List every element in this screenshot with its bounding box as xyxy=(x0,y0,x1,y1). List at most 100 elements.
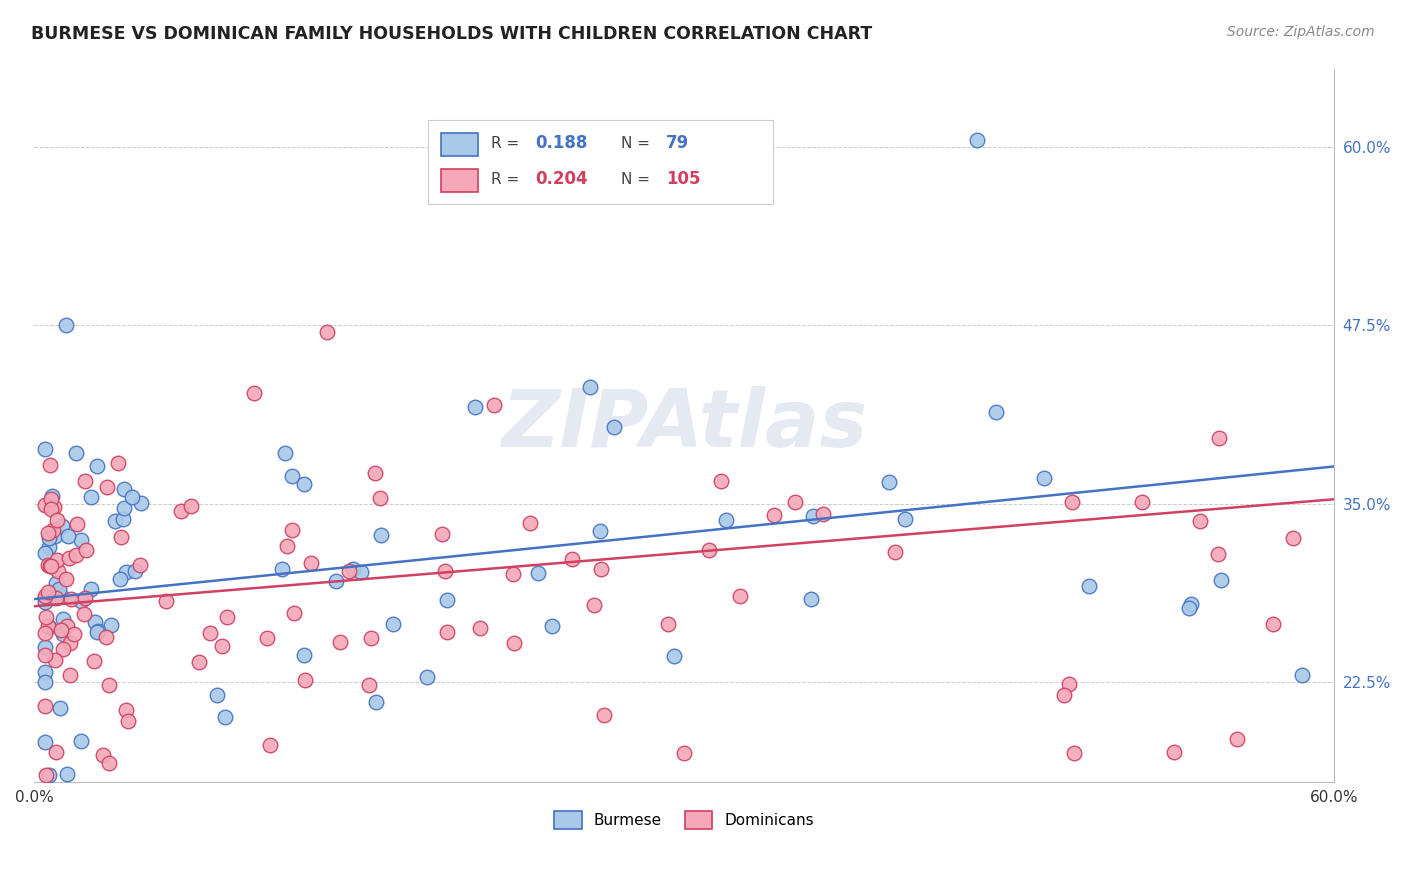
Point xyxy=(56,619,79,633)
Point xyxy=(124,565,146,579)
Point xyxy=(801,508,824,523)
Point xyxy=(350,566,373,580)
Point xyxy=(259,738,281,752)
Point xyxy=(115,702,138,716)
Point xyxy=(34,735,56,749)
Point xyxy=(482,398,505,412)
Point xyxy=(34,699,56,714)
Point xyxy=(55,572,77,586)
Point xyxy=(39,501,62,516)
Point xyxy=(603,419,626,434)
Point xyxy=(502,567,524,582)
Point xyxy=(45,591,67,606)
Point xyxy=(107,456,129,470)
Point xyxy=(315,326,337,340)
Point xyxy=(591,561,613,575)
Point xyxy=(65,446,87,460)
Point xyxy=(100,618,122,632)
Point xyxy=(34,665,56,680)
Point xyxy=(699,543,721,558)
Point xyxy=(592,707,614,722)
Point xyxy=(48,701,70,715)
Point xyxy=(44,653,66,667)
Point xyxy=(561,552,583,566)
Point xyxy=(716,513,738,527)
Point xyxy=(1209,573,1232,587)
Point xyxy=(44,500,66,514)
Point xyxy=(69,593,91,607)
Point xyxy=(37,585,59,599)
Text: 105: 105 xyxy=(666,170,700,188)
Point xyxy=(214,710,236,724)
Point xyxy=(877,475,900,489)
Point xyxy=(966,133,988,147)
Point xyxy=(96,630,118,644)
Point xyxy=(292,648,315,663)
Point xyxy=(299,556,322,570)
Point xyxy=(430,527,453,541)
Point xyxy=(37,525,59,540)
Point xyxy=(1130,494,1153,508)
Point xyxy=(83,655,105,669)
Point xyxy=(1261,617,1284,632)
Point xyxy=(80,490,103,504)
Point xyxy=(274,446,297,460)
Point xyxy=(70,533,93,547)
Point xyxy=(129,496,152,510)
Point xyxy=(294,673,316,687)
Point xyxy=(270,562,292,576)
Point xyxy=(65,548,87,562)
Point xyxy=(281,469,304,483)
Point xyxy=(34,767,56,781)
Point xyxy=(34,625,56,640)
Point xyxy=(41,523,63,537)
Point xyxy=(87,624,110,638)
Point xyxy=(783,495,806,509)
Point xyxy=(357,678,380,692)
Point xyxy=(364,695,387,709)
Point xyxy=(70,733,93,747)
Point xyxy=(97,756,120,770)
Point xyxy=(155,594,177,608)
Point xyxy=(59,668,82,682)
Point xyxy=(416,669,439,683)
Point xyxy=(984,405,1007,419)
FancyBboxPatch shape xyxy=(441,169,478,192)
Text: 0.188: 0.188 xyxy=(534,135,588,153)
Point xyxy=(46,564,69,578)
Point xyxy=(73,607,96,621)
Point xyxy=(46,553,69,567)
Point xyxy=(84,615,107,629)
Point xyxy=(180,499,202,513)
Point xyxy=(207,688,229,702)
Point xyxy=(52,627,75,641)
Point xyxy=(337,564,360,578)
Text: R =: R = xyxy=(491,136,523,151)
Point xyxy=(34,640,56,655)
Text: BURMESE VS DOMINICAN FAMILY HOUSEHOLDS WITH CHILDREN CORRELATION CHART: BURMESE VS DOMINICAN FAMILY HOUSEHOLDS W… xyxy=(31,25,872,43)
Point xyxy=(211,639,233,653)
Point xyxy=(200,626,222,640)
Point xyxy=(589,524,612,538)
Point xyxy=(1178,601,1201,615)
Point xyxy=(38,458,60,473)
Point xyxy=(710,474,733,488)
Point xyxy=(86,625,108,640)
Point xyxy=(436,593,458,607)
Point xyxy=(38,767,60,781)
Point xyxy=(368,491,391,505)
Point xyxy=(657,617,679,632)
Point xyxy=(1180,597,1202,611)
Point xyxy=(292,476,315,491)
Point xyxy=(35,610,58,624)
Point xyxy=(342,562,364,576)
Point xyxy=(283,606,305,620)
Point xyxy=(360,631,382,645)
Point xyxy=(38,620,60,634)
Point xyxy=(34,498,56,512)
Point xyxy=(578,380,600,394)
Point xyxy=(502,636,524,650)
Point xyxy=(129,558,152,572)
Point xyxy=(38,540,60,554)
Point xyxy=(215,610,238,624)
